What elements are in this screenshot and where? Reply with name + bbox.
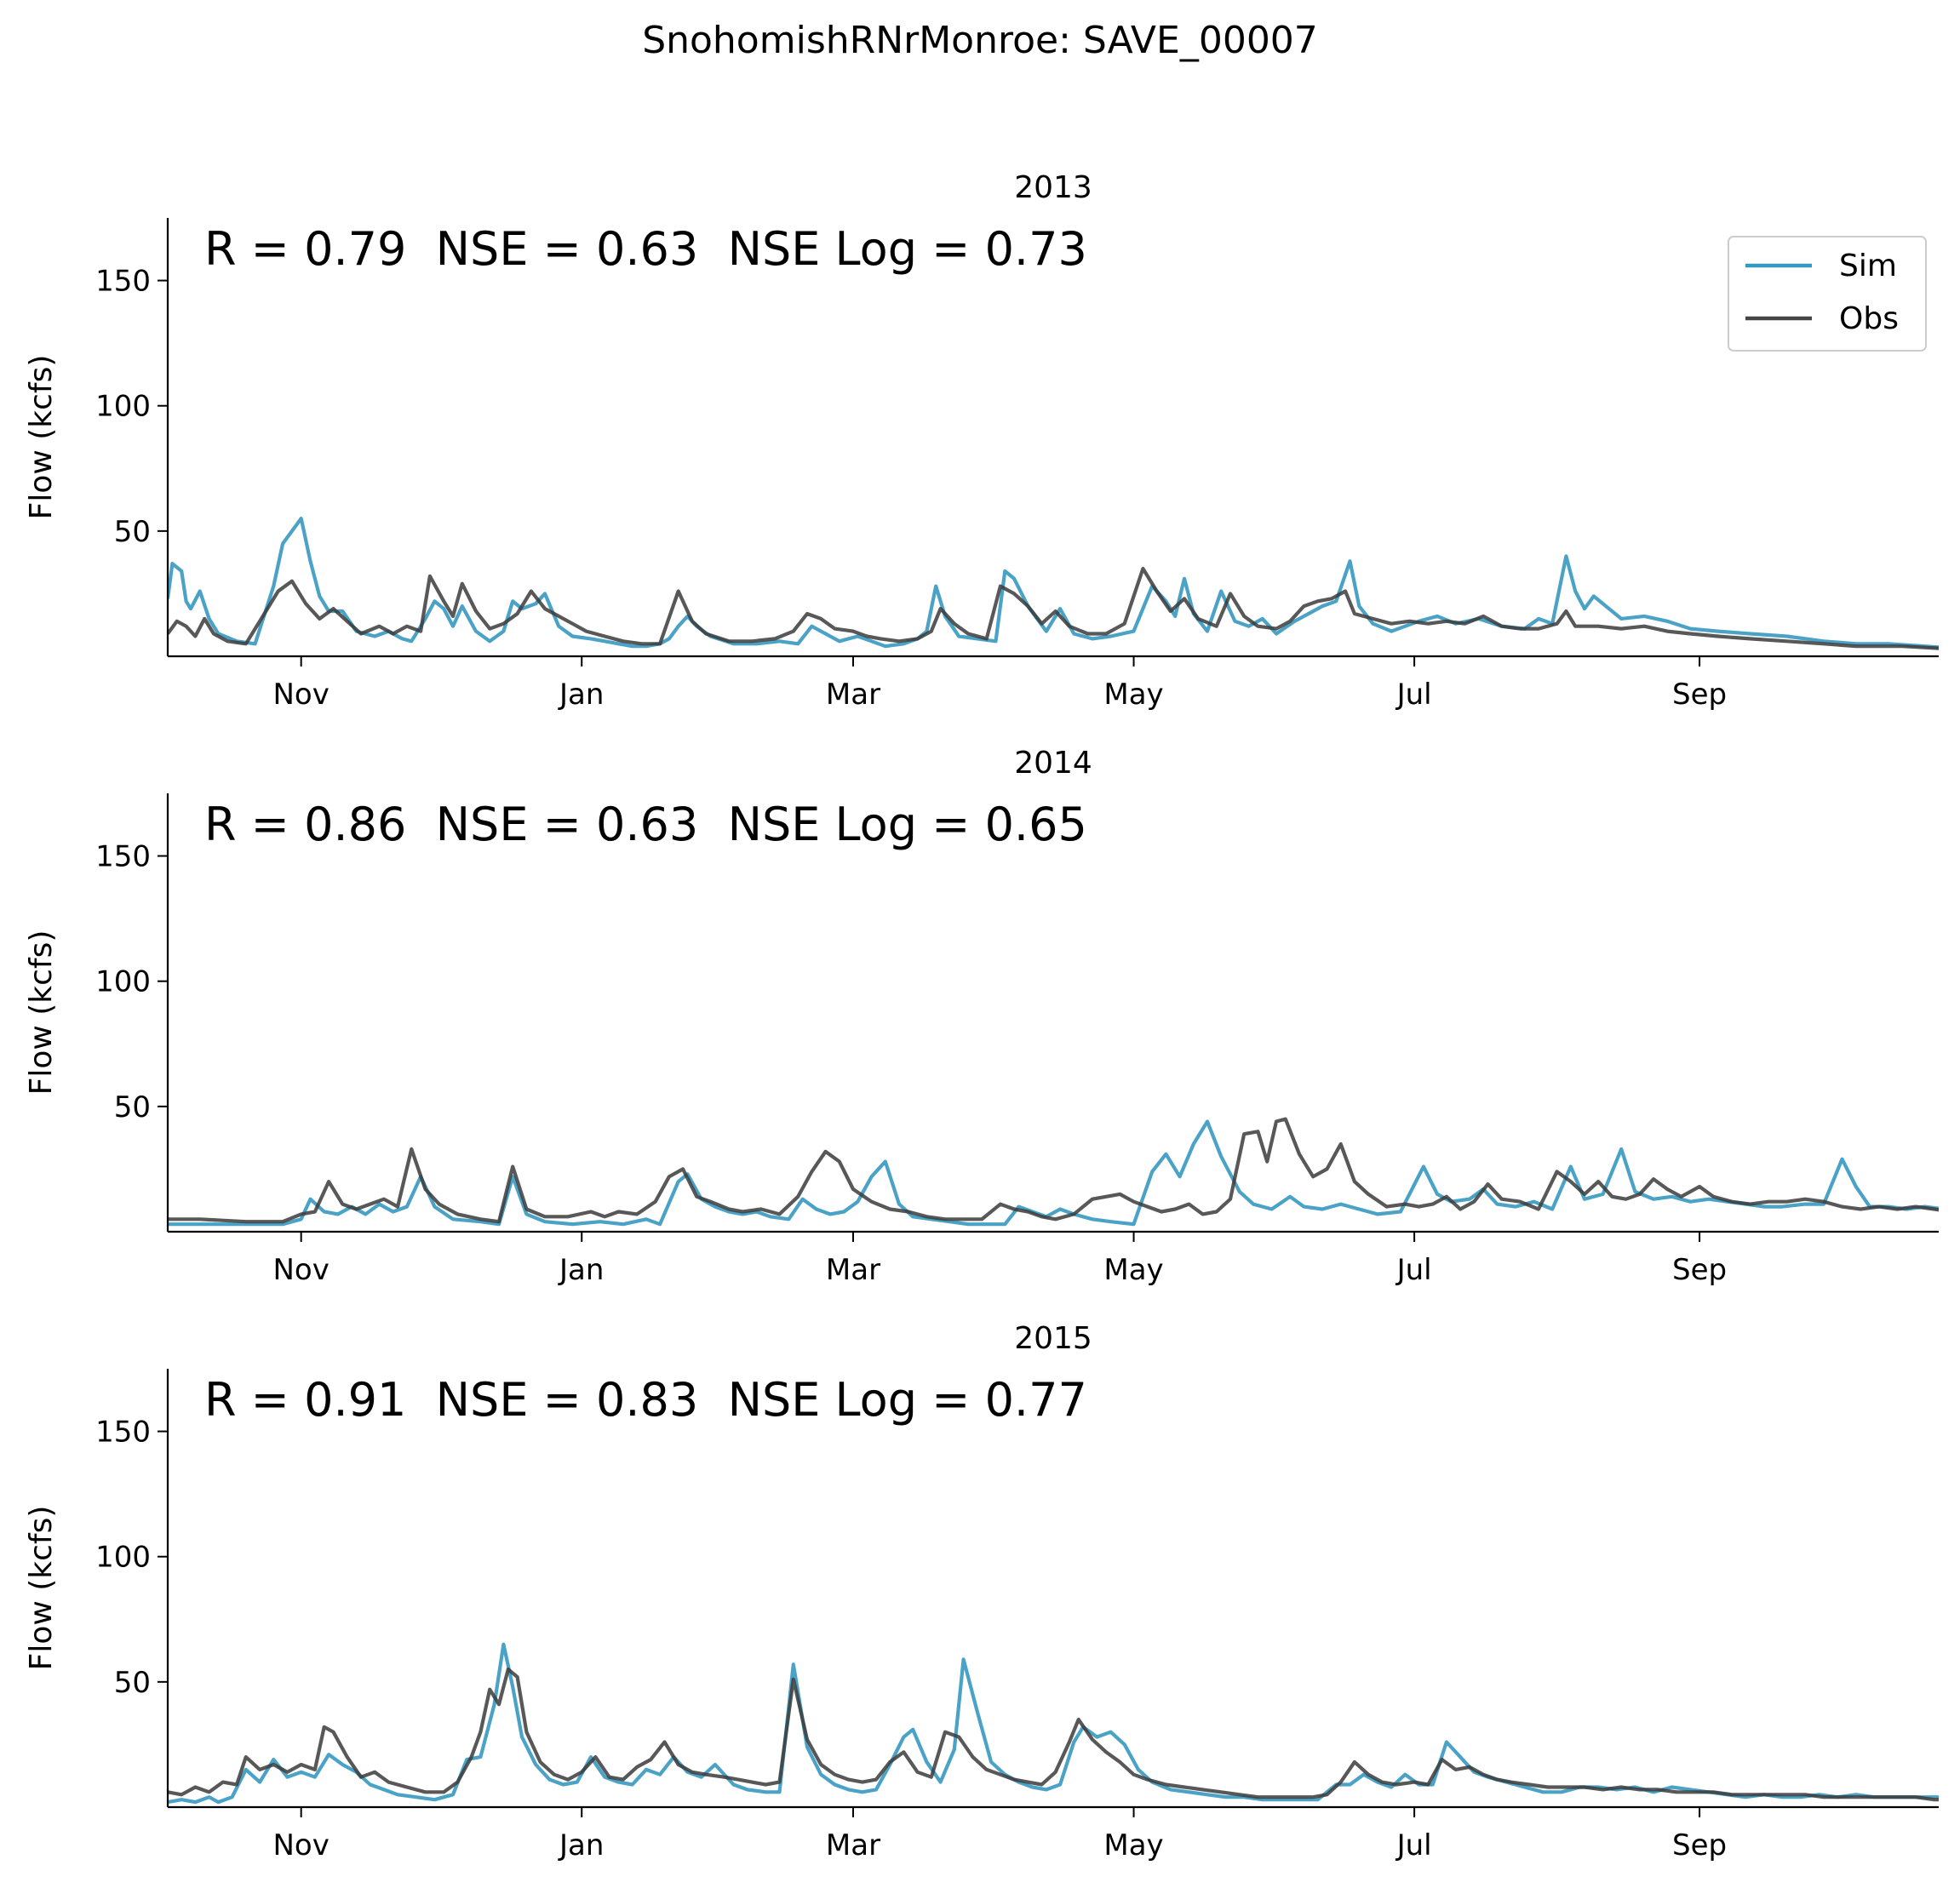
x-tick-label: Sep <box>1672 678 1727 712</box>
y-tick-label: 50 <box>114 1090 151 1124</box>
y-axis-label: Flow (kcfs) <box>24 355 59 520</box>
x-tick-label: Jan <box>558 1828 604 1862</box>
x-tick-label: Mar <box>826 678 880 712</box>
x-tick-label: Nov <box>272 1828 329 1862</box>
subplot-title: 2014 <box>1014 746 1092 781</box>
x-tick-label: Jan <box>558 1253 604 1287</box>
legend-label: Sim <box>1839 249 1897 283</box>
chart-1: 2014 50 100 150 Nov Jan Mar May Jul Sep Flow (kcfs… <box>24 746 1939 1287</box>
x-tick-label: Mar <box>826 1828 880 1862</box>
chart-2: 2015 50 100 150 Nov Jan Mar May Jul Sep Flow (kcfs… <box>24 1321 1939 1862</box>
y-tick-label: 150 <box>95 840 151 874</box>
y-tick-label: 150 <box>95 265 151 299</box>
figure-title: SnohomishRNrMonroe: SAVE_00007 <box>642 19 1318 62</box>
x-tick-label: Jul <box>1395 1253 1432 1287</box>
x-tick-label: May <box>1103 1828 1163 1862</box>
legend-label: Obs <box>1839 301 1899 336</box>
y-axis-label: Flow (kcfs) <box>24 1506 59 1671</box>
x-tick-label: Jul <box>1395 1828 1432 1862</box>
y-tick-label: 150 <box>95 1416 151 1450</box>
x-tick-label: Sep <box>1672 1253 1727 1287</box>
legend: Sim Obs <box>1728 236 1927 352</box>
series-line-sim <box>168 1642 1939 1805</box>
y-tick-label: 50 <box>114 1666 151 1700</box>
series-line-obs <box>168 566 1939 650</box>
y-tick-label: 100 <box>95 390 151 424</box>
series-line-obs <box>168 1117 1939 1224</box>
y-tick-label: 50 <box>114 515 151 549</box>
x-tick-label: Nov <box>272 1253 329 1287</box>
subplot-title: 2013 <box>1014 170 1092 205</box>
stats-annotation: R = 0.86 NSE = 0.63 NSE Log = 0.65 <box>204 798 1087 851</box>
chart-0: 2013 50 100 150 Nov Jan Mar May Jul Sep Flow (kcfs… <box>24 170 1939 712</box>
y-tick-label: 100 <box>95 965 151 999</box>
x-tick-label: Mar <box>826 1253 880 1287</box>
stats-annotation: R = 0.79 NSE = 0.63 NSE Log = 0.73 <box>204 222 1087 276</box>
y-axis-label: Flow (kcfs) <box>24 930 59 1096</box>
y-tick-label: 100 <box>95 1541 151 1575</box>
x-tick-label: May <box>1103 678 1163 712</box>
x-tick-label: Nov <box>272 678 329 712</box>
subplot-title: 2015 <box>1014 1321 1092 1356</box>
series-line-sim <box>168 1119 1939 1227</box>
series-line-obs <box>168 1667 1939 1802</box>
x-tick-label: Jan <box>558 678 604 712</box>
x-tick-label: Sep <box>1672 1828 1727 1862</box>
stats-annotation: R = 0.91 NSE = 0.83 NSE Log = 0.77 <box>204 1373 1087 1427</box>
x-tick-label: Jul <box>1395 678 1432 712</box>
x-tick-label: May <box>1103 1253 1163 1287</box>
